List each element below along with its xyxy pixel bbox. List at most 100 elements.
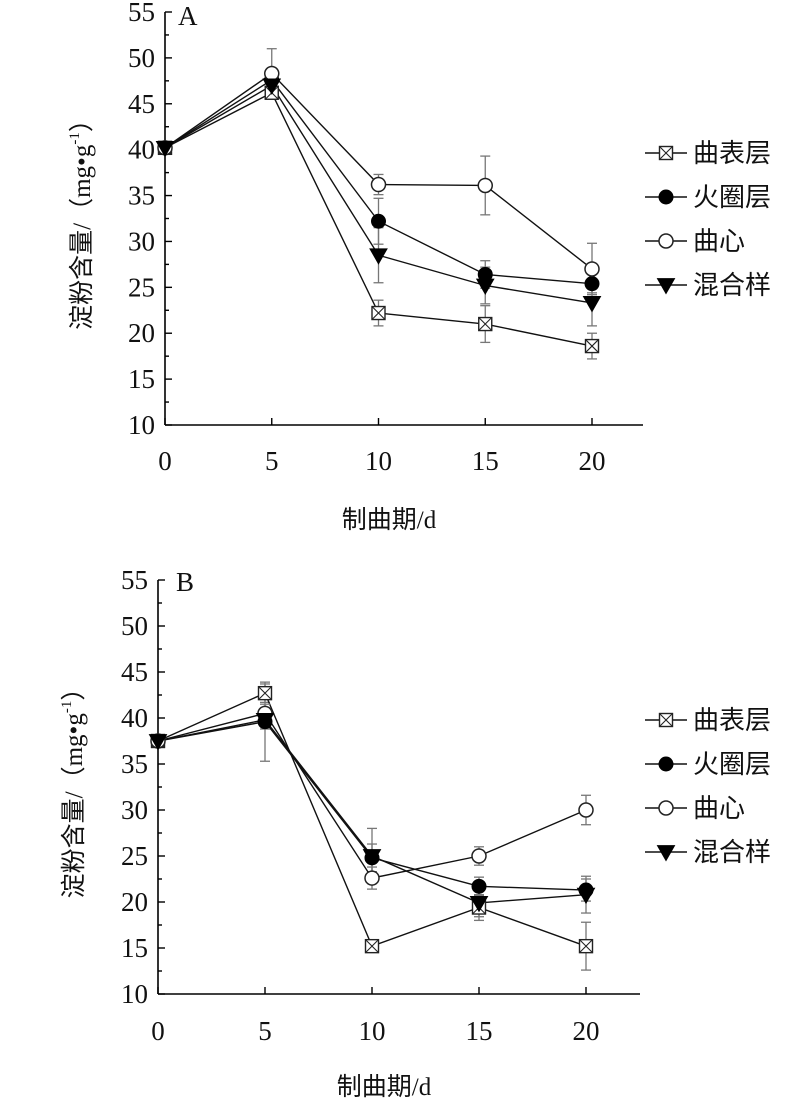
panel-a-letter: A bbox=[178, 1, 198, 31]
panel-b-x-tick-label: 20 bbox=[573, 1016, 600, 1046]
panel-a-y-axis-title: 淀粉含量/（mg•g-1） bbox=[67, 107, 96, 330]
panel-b-series-3-point bbox=[148, 734, 168, 751]
panel-a-x-tick-label: 15 bbox=[472, 446, 499, 476]
panel-b-y-axis-title: 淀粉含量/（mg•g-1） bbox=[59, 676, 88, 899]
panel-a-series-2-point bbox=[370, 176, 387, 193]
y-title-exp: -1 bbox=[67, 132, 83, 145]
y-title-dot: • bbox=[61, 726, 88, 735]
panel-b-y-tick-label: 20 bbox=[121, 887, 148, 917]
panel-b-y-tick-label: 15 bbox=[121, 933, 148, 963]
panel-a: 10 15 20 25 30 35 40 45 50 55 0 5 10 15 20 A 制曲期/d 淀粉含量/（… bbox=[67, 0, 771, 534]
panel-a-y-tick-label: 45 bbox=[128, 89, 155, 119]
panel-b-series-2-point bbox=[364, 870, 380, 886]
panel-b-series-0-point-x2 bbox=[365, 939, 379, 954]
panel-a-legend-label: 曲表层 bbox=[693, 139, 771, 168]
panel-b-series-3-point bbox=[469, 896, 489, 913]
panel-b-series-0-line bbox=[157, 692, 587, 948]
panel-b-x-tick-label: 15 bbox=[466, 1016, 493, 1046]
panel-b-y-tick-label: 35 bbox=[121, 749, 148, 779]
panel-a-series-0-point-x2 bbox=[585, 339, 599, 353]
panel-b-series-3-point bbox=[255, 712, 275, 730]
panel-a-legend-marker bbox=[656, 278, 676, 295]
panel-a-series-2-point bbox=[477, 177, 493, 194]
panel-b-y-tick-label: 30 bbox=[121, 795, 148, 825]
panel-a-x-tick-label: 0 bbox=[158, 446, 172, 476]
panel-b-series-3-point bbox=[362, 849, 382, 866]
y-title-main: 淀粉含量/（mg bbox=[68, 165, 96, 329]
panel-b-series-3-point bbox=[576, 887, 596, 905]
y-title-main: 淀粉含量/（mg bbox=[60, 734, 88, 898]
panel-b-y-tick-label: 50 bbox=[121, 611, 148, 641]
panel-a-series-3-point bbox=[155, 140, 175, 158]
y-title-exp: -1 bbox=[59, 701, 75, 714]
panel-b-x-tick-label: 10 bbox=[359, 1016, 386, 1046]
panel-a-legend-marker-x2 bbox=[659, 146, 673, 160]
panel-b-y-tick-label: 10 bbox=[121, 979, 148, 1009]
panel-a-legend-marker bbox=[658, 233, 674, 249]
panel-a-series-1-point bbox=[371, 213, 386, 229]
panel-b: 10 15 20 25 30 35 40 45 50 55 0 5 10 15 20 B 制曲期/d 淀粉含量/（… bbox=[59, 565, 771, 1101]
panel-a-legend-label: 混合样 bbox=[693, 271, 771, 300]
panel-a-y-tick-label: 55 bbox=[128, 0, 155, 27]
y-title-g: g bbox=[69, 144, 96, 157]
y-title-dot: • bbox=[69, 157, 96, 166]
panel-a-legend-label: 曲心 bbox=[693, 227, 745, 256]
panel-a-series-3-markers bbox=[155, 78, 602, 313]
panel-a-y-tick-label: 40 bbox=[128, 135, 155, 165]
panel-b-series-0-point-x2 bbox=[579, 939, 593, 954]
panel-a-series-3-point bbox=[475, 278, 495, 296]
panel-b-y-tick-label: 25 bbox=[121, 841, 148, 871]
panel-b-legend-label: 曲表层 bbox=[693, 706, 771, 735]
panel-a-legend-marker bbox=[658, 189, 674, 205]
panel-a-y-tick-label: 25 bbox=[128, 272, 155, 302]
y-title-g: g bbox=[61, 713, 88, 726]
panel-b-x-axis-title: 制曲期/d bbox=[337, 1073, 432, 1099]
panel-b-legend-marker bbox=[656, 845, 676, 862]
panel-b-legend-marker bbox=[658, 800, 674, 816]
panel-a-x-axis-title: 制曲期/d bbox=[342, 506, 437, 534]
y-title-close: ） bbox=[68, 107, 96, 132]
panel-b-series-2-point bbox=[578, 802, 594, 818]
panel-a-series-3-point bbox=[369, 248, 388, 265]
panel-b-legend-label: 混合样 bbox=[693, 838, 771, 867]
panel-a-y-tick-label: 15 bbox=[128, 364, 155, 394]
panel-a-y-tick-label: 50 bbox=[128, 43, 155, 73]
panel-b-series-1-point bbox=[471, 878, 487, 894]
panel-b-legend-label: 曲心 bbox=[693, 794, 745, 823]
panel-a-x-tick-label: 10 bbox=[365, 446, 392, 476]
panel-a-y-tick-label: 35 bbox=[128, 181, 155, 211]
panel-b-letter: B bbox=[176, 567, 194, 597]
panel-b-legend-marker bbox=[658, 756, 674, 772]
panel-b-y-tick-label: 40 bbox=[121, 703, 148, 733]
panel-a-y-tick-label: 20 bbox=[128, 318, 155, 348]
panel-a-series-2-point bbox=[264, 65, 280, 82]
panel-a-series-0-point-x2 bbox=[478, 317, 493, 331]
panel-a-series-1-point bbox=[584, 276, 600, 292]
panel-a-series-2-point bbox=[584, 261, 600, 277]
panel-b-series-0-markers bbox=[150, 685, 594, 954]
panel-b-series-3-markers bbox=[148, 712, 596, 913]
panel-b-series-2-point bbox=[471, 848, 487, 864]
panel-a-series-3-point bbox=[582, 296, 602, 313]
panel-b-x-tick-label: 5 bbox=[258, 1016, 272, 1046]
panel-a-series-3-point bbox=[262, 78, 282, 95]
panel-a-series-0-point-x2 bbox=[371, 306, 386, 320]
panel-a-series-2-markers bbox=[157, 65, 600, 277]
panel-b-legend-marker-x2 bbox=[659, 713, 673, 727]
panel-b-y-tick-label: 55 bbox=[121, 565, 148, 595]
panel-b-x-tick-label: 0 bbox=[151, 1016, 165, 1046]
panel-b-legend-label: 火圈层 bbox=[693, 750, 771, 779]
panel-b-series-0 bbox=[153, 683, 591, 971]
panel-a-x-tick-label: 20 bbox=[579, 446, 606, 476]
panel-a-x-tick-label: 5 bbox=[265, 446, 279, 476]
y-title-close: ） bbox=[60, 676, 88, 701]
panel-a-y-tick-label: 30 bbox=[128, 226, 155, 256]
panel-b-series-0-point-x2 bbox=[258, 686, 272, 701]
panel-a-y-tick-label: 10 bbox=[128, 410, 155, 440]
panel-a-legend-label: 火圈层 bbox=[693, 183, 771, 212]
panel-b-y-tick-label: 45 bbox=[121, 657, 148, 687]
